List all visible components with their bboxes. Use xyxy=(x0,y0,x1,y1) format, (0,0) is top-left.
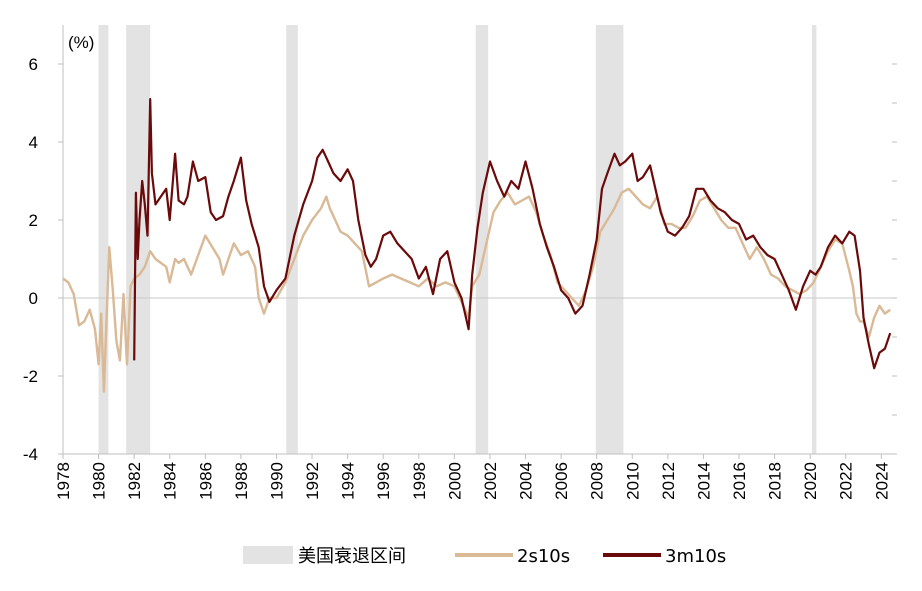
x-tick-label: 2012 xyxy=(659,462,678,500)
x-tick-label: 1988 xyxy=(232,462,251,500)
x-tick-label: 2014 xyxy=(694,462,713,500)
recession-band xyxy=(475,25,489,454)
series-line-3m10s xyxy=(133,97,892,370)
recession-band xyxy=(811,25,817,454)
x-tick-label: 1980 xyxy=(90,462,109,500)
x-tick-label: 1986 xyxy=(196,462,215,500)
axes xyxy=(58,25,897,459)
x-tick-label: 1984 xyxy=(161,462,180,500)
x-tick-label: 2022 xyxy=(837,462,856,500)
recession-band xyxy=(98,25,109,454)
legend-recession-label: 美国衰退区间 xyxy=(298,546,406,567)
legend-3m10s-label: 3m10s xyxy=(665,546,726,567)
y-tick-label: 4 xyxy=(29,133,38,152)
x-tick-label: 1996 xyxy=(374,462,393,500)
recession-band xyxy=(286,25,298,454)
series-lines xyxy=(62,97,892,393)
x-tick-label: 1994 xyxy=(339,462,358,500)
x-tick-label: 2008 xyxy=(588,462,607,500)
x-tick-label: 2018 xyxy=(766,462,785,500)
x-tick-label: 2000 xyxy=(445,462,464,500)
x-tick-label: 2024 xyxy=(872,462,891,500)
recession-bands xyxy=(98,25,817,454)
x-tick-label: 1990 xyxy=(267,462,286,500)
x-tick-label: 2002 xyxy=(481,462,500,500)
y-tick-label: -2 xyxy=(23,367,38,386)
y-tick-label: 6 xyxy=(29,55,38,74)
x-tick-label: 1992 xyxy=(303,462,322,500)
x-tick-label: 2016 xyxy=(730,462,749,500)
y-tick-label: -4 xyxy=(23,445,38,464)
x-tick-label: 2010 xyxy=(623,462,642,500)
x-tick-label: 1998 xyxy=(410,462,429,500)
legend-recession-swatch xyxy=(243,546,293,564)
series-line-2s10s xyxy=(62,187,891,393)
x-tick-labels: 1978 1980 1982 1984 1986 1988 1990 1992 1994 1996… xyxy=(54,462,891,500)
legend: 美国衰退区间 2s10s 3m10s xyxy=(243,546,726,567)
x-tick-label: 1982 xyxy=(125,462,144,500)
x-tick-label: 2004 xyxy=(517,462,536,500)
y-tick-labels: -4 -2 0 2 4 6 xyxy=(23,55,38,464)
y-tick-label: 2 xyxy=(29,211,38,230)
recession-band xyxy=(595,25,624,454)
x-tick-label: 2020 xyxy=(801,462,820,500)
legend-2s10s-label: 2s10s xyxy=(517,546,570,567)
y-tick-label: 0 xyxy=(29,289,38,308)
y-axis-unit-label: (%) xyxy=(68,33,94,52)
x-tick-label: 2006 xyxy=(552,462,571,500)
x-tick-label: 1978 xyxy=(54,462,73,500)
